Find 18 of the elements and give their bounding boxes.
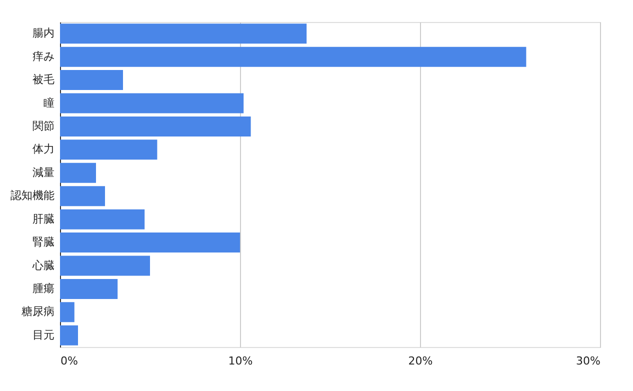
x-tick-label: 0% <box>60 354 78 368</box>
y-tick-label: 瞳 <box>44 96 54 110</box>
x-tick-label: 10% <box>228 354 253 368</box>
y-tick-label: 被毛 <box>32 73 54 86</box>
y-tick-label: 糖尿病 <box>22 305 54 318</box>
y-tick-label: 腸内 <box>32 26 54 40</box>
y-tick-label: 関節 <box>32 119 54 132</box>
y-tick-label: 体力 <box>32 142 54 156</box>
x-tick-label: 20% <box>408 354 433 368</box>
y-tick-label: 減量 <box>32 166 54 179</box>
y-tick-label: 腎臓 <box>32 236 54 249</box>
y-tick-label: 肝臓 <box>32 212 54 226</box>
y-tick-label: 目元 <box>32 328 54 342</box>
y-tick-label: 痒み <box>32 50 54 63</box>
x-tick-label: 30% <box>576 354 600 368</box>
y-tick-label: 腫瘍 <box>32 282 54 295</box>
y-tick-label: 心臓 <box>32 258 54 272</box>
y-tick-label: 認知機能 <box>10 189 54 202</box>
